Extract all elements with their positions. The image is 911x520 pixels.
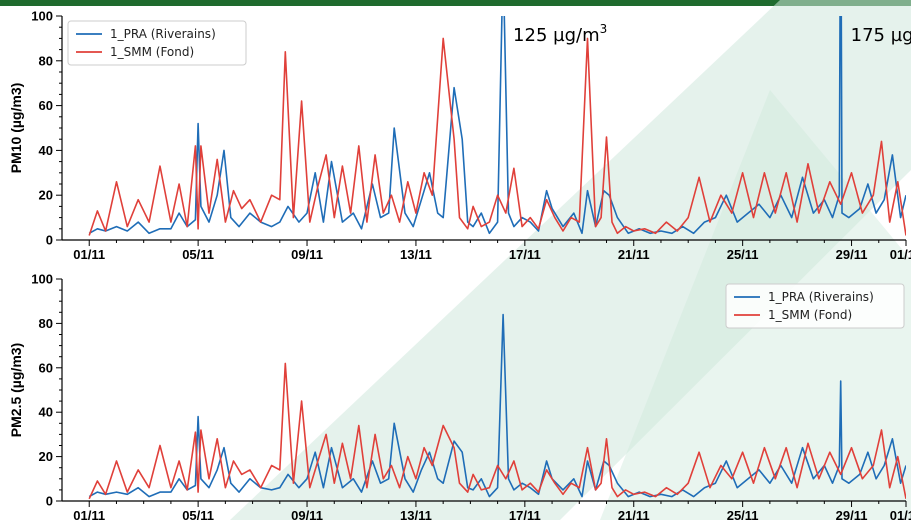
x-tick-label: 13/11 <box>400 508 432 520</box>
y-tick-label: 20 <box>39 188 53 203</box>
legend: 1_PRA (Riverains) 1_SMM (Fond) <box>725 283 905 329</box>
x-tick-label: 29/11 <box>836 247 868 262</box>
x-tick-label: 05/11 <box>182 247 214 262</box>
legend-label: 1_SMM (Fond) <box>110 45 194 59</box>
x-tick-label: 05/11 <box>182 508 214 520</box>
legend: 1_PRA (Riverains) 1_SMM (Fond) <box>67 20 247 66</box>
chart-panel-2: 0 20 40 60 80 100 01/11 05/11 09/11 13/11 17/11 21/… <box>8 272 911 520</box>
x-tick-label: 25/11 <box>727 508 759 520</box>
x-tick-label: 13/11 <box>400 247 432 262</box>
legend-label: 1_SMM (Fond) <box>768 308 852 322</box>
y-tick-label: 80 <box>39 316 53 331</box>
legend-label: 1_PRA (Riverains) <box>768 290 874 304</box>
series-line-smm <box>88 362 906 500</box>
y-tick-label: 60 <box>39 360 53 375</box>
x-tick-label: 01/11 <box>73 508 105 520</box>
y-tick-label: 40 <box>39 143 53 158</box>
y-tick-label: 0 <box>46 494 53 509</box>
x-tick-label: 01/11 <box>73 247 105 262</box>
x-tick-label: 29/11 <box>836 508 868 520</box>
x-tick-label: 01/12 <box>890 508 911 520</box>
y-tick-label: 100 <box>31 9 53 24</box>
y-axis-title: PM10 (µg/m3) <box>8 83 24 174</box>
x-tick-label: 21/11 <box>618 247 650 262</box>
x-tick-label: 17/11 <box>509 247 541 262</box>
y-tick-label: 0 <box>46 233 53 248</box>
series-line-pra <box>88 313 906 498</box>
legend-box <box>67 20 247 66</box>
y-tick-label: 80 <box>39 53 53 68</box>
y-axis-title: PM2.5 (µg/m3) <box>8 343 24 437</box>
x-tick-label: 17/11 <box>509 508 541 520</box>
y-tick-label: 20 <box>39 449 53 464</box>
y-tick-label: 60 <box>39 98 53 113</box>
top-accent-bar <box>0 0 911 6</box>
series-line-pra <box>88 16 906 235</box>
x-tick-label: 21/11 <box>618 508 650 520</box>
peak-annotation: 175 µg/m3 <box>851 22 911 46</box>
x-tick-label: 09/11 <box>291 247 323 262</box>
y-tick-label: 100 <box>31 272 53 287</box>
x-tick-label: 09/11 <box>291 508 323 520</box>
series-line-smm <box>88 37 906 236</box>
legend-box <box>725 283 905 329</box>
peak-annotation: 125 µg/m3 <box>513 22 607 46</box>
y-tick-label: 40 <box>39 405 53 420</box>
x-tick-label: 25/11 <box>727 247 759 262</box>
watermark-shape <box>230 0 911 520</box>
legend-label: 1_PRA (Riverains) <box>110 27 216 41</box>
chart-panel-1: 0 20 40 60 80 100 01/11 05/11 09/11 13/11 17/11 21/… <box>8 9 911 263</box>
x-tick-label: 01/12 <box>890 247 911 262</box>
